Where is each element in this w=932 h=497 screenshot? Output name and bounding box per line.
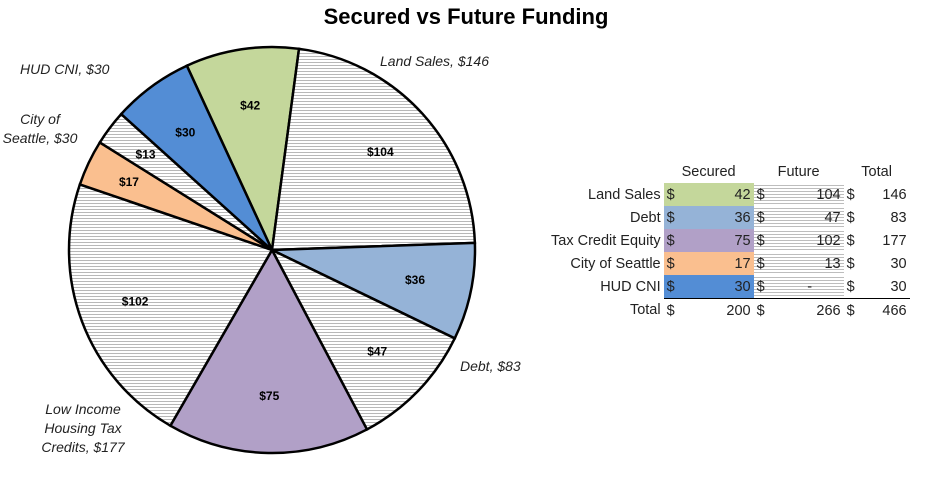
table-total-row: Total $200 $266 $466 <box>548 298 910 322</box>
table-row: City of Seattle $17 $13 $30 <box>548 252 910 275</box>
data-label: $104 <box>367 145 394 159</box>
currency-sign: $ <box>846 209 855 226</box>
table-row: Tax Credit Equity $75 $102 $177 <box>548 229 910 252</box>
currency-sign: $ <box>663 206 686 229</box>
currency-sign: $ <box>663 183 686 206</box>
row-label: Land Sales <box>588 186 661 203</box>
pie-slice-tax-credit-equity-future <box>67 182 274 428</box>
pie-slice-debt-secured <box>271 241 477 341</box>
category-label-hud: HUD CNI, $30 <box>20 61 110 77</box>
future-total: 266 <box>775 298 844 322</box>
row-label: Tax Credit Equity <box>551 232 661 249</box>
currency-sign: $ <box>753 229 776 252</box>
secured-value: 36 <box>685 206 754 229</box>
future-value: 102 <box>775 229 844 252</box>
secured-value: 75 <box>685 229 754 252</box>
total-value: 30 <box>890 278 907 295</box>
currency-sign: $ <box>846 278 855 295</box>
header-future: Future <box>777 163 820 180</box>
currency-sign: $ <box>753 206 776 229</box>
currency-sign: $ <box>753 183 776 206</box>
table-row: Land Sales $42 $104 $146 <box>548 183 910 206</box>
total-value: 177 <box>882 232 907 249</box>
pie-slice-land-sales-future <box>270 47 477 252</box>
pie-slice-land-sales-secured <box>185 45 301 255</box>
data-label: $30 <box>175 125 195 139</box>
total-value: 30 <box>890 255 907 272</box>
data-label: $75 <box>259 389 279 403</box>
row-label: City of Seattle <box>570 255 661 272</box>
currency-sign: $ <box>846 255 855 272</box>
currency-sign: $ <box>663 229 686 252</box>
currency-sign: $ <box>663 275 686 299</box>
future-value: 47 <box>775 206 844 229</box>
data-label: $17 <box>119 175 139 189</box>
secured-value: 30 <box>685 275 754 299</box>
currency-sign: $ <box>753 275 776 299</box>
future-value: 13 <box>775 252 844 275</box>
currency-sign: $ <box>846 186 855 203</box>
funding-table: Secured Future Total Land Sales $42 $104 $1… <box>548 160 910 322</box>
currency-sign: $ <box>846 232 855 249</box>
row-label: Total <box>629 302 661 319</box>
future-value: - <box>775 275 844 299</box>
currency-sign: $ <box>663 298 686 322</box>
total-value: 146 <box>882 186 907 203</box>
data-label: $102 <box>122 294 149 308</box>
data-label: $47 <box>367 344 387 358</box>
table-row: HUD CNI $30 $ - $30 <box>548 275 910 299</box>
data-label: $36 <box>405 273 425 287</box>
secured-total: 200 <box>685 298 754 322</box>
currency-sign: $ <box>663 252 686 275</box>
pie-slice-tax-credit-equity-secured <box>168 247 369 455</box>
future-value: 104 <box>775 183 844 206</box>
total-value: 83 <box>890 209 907 226</box>
header-total: Total <box>861 163 892 180</box>
table-header-row: Secured Future Total <box>548 160 910 183</box>
data-label: $13 <box>136 148 156 162</box>
category-label-tax: Low Income Housing Tax Credits, $177 <box>41 401 125 455</box>
pie-slice-debt-future <box>269 247 457 432</box>
category-label-debt: Debt, $83 <box>460 358 521 374</box>
chart-title: Secured vs Future Funding <box>323 4 609 29</box>
pie-slice-hud-cni-secured <box>119 64 274 251</box>
secured-value: 17 <box>685 252 754 275</box>
row-label: HUD CNI <box>600 278 661 295</box>
secured-value: 42 <box>685 183 754 206</box>
row-label: Debt <box>629 209 661 226</box>
currency-sign: $ <box>843 298 866 322</box>
category-label-city: City of Seattle, $30 <box>2 111 78 146</box>
header-secured: Secured <box>681 163 736 180</box>
category-label-land: Land Sales, $146 <box>380 53 489 69</box>
currency-sign: $ <box>753 252 776 275</box>
table-row: Debt $36 $47 $83 <box>548 206 910 229</box>
data-label: $42 <box>240 98 260 112</box>
currency-sign: $ <box>753 298 776 322</box>
grand-total: 466 <box>865 298 910 322</box>
